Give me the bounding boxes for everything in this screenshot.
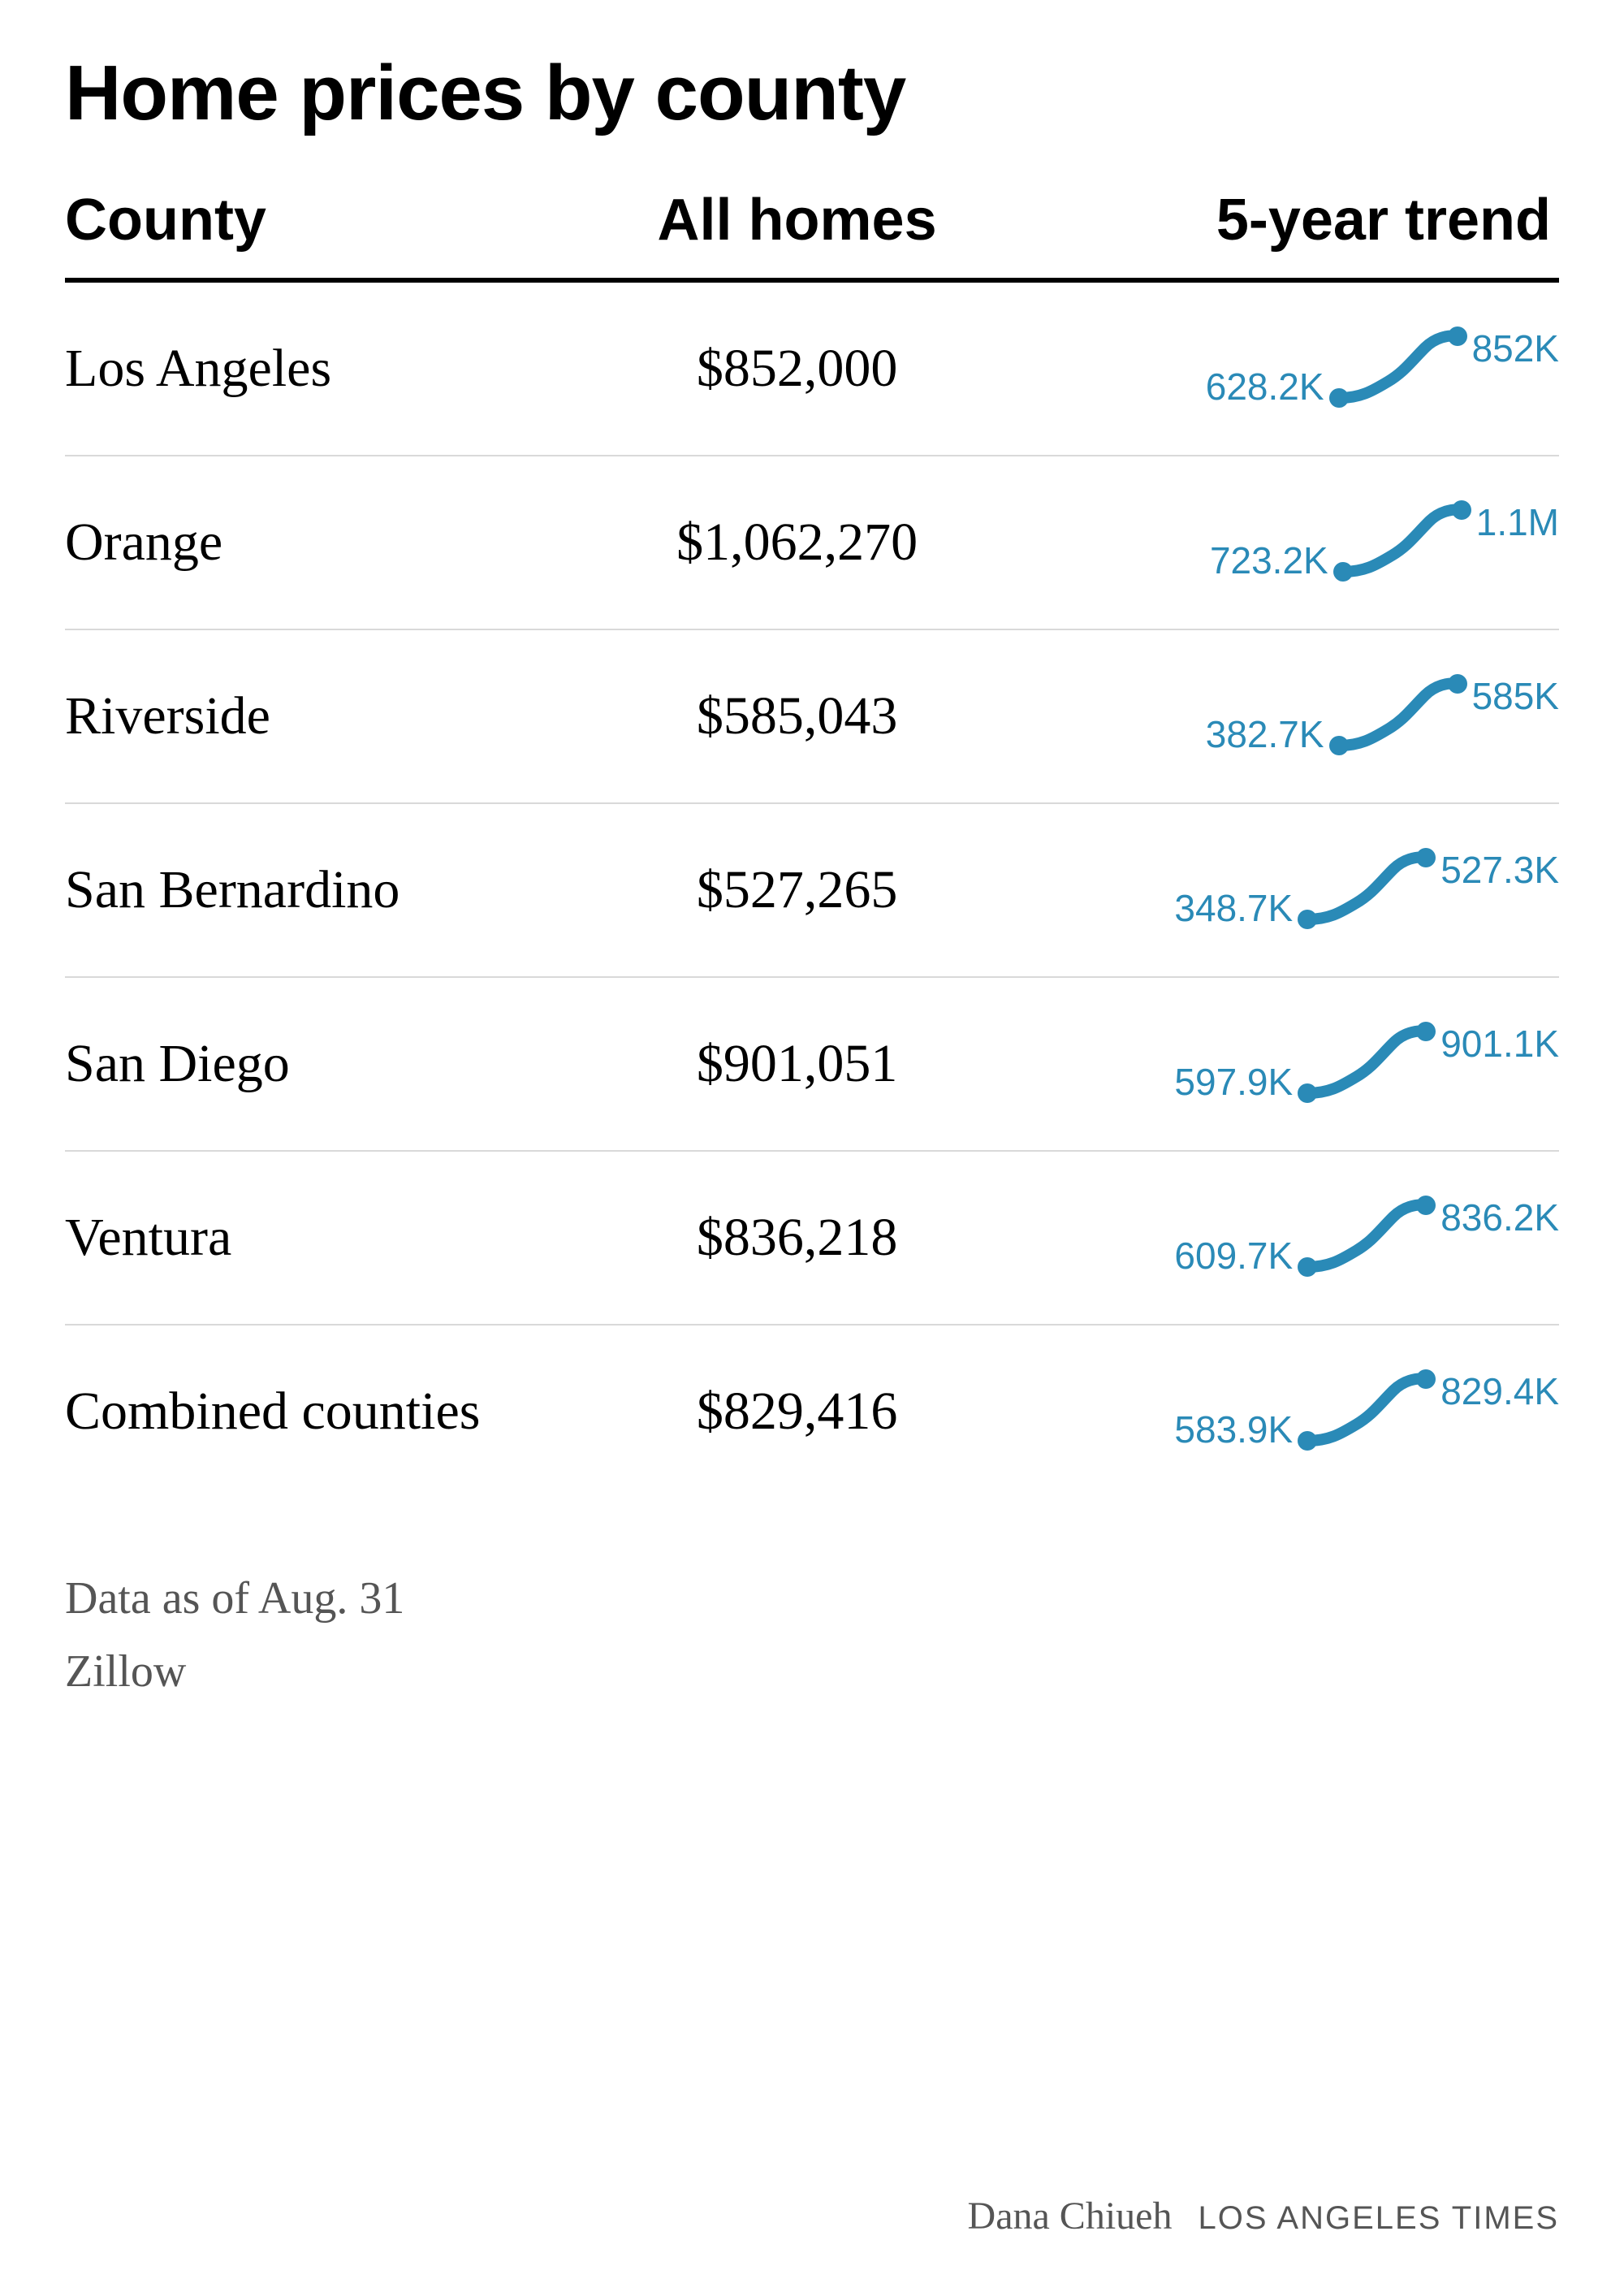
cell-trend: 609.7K 836.2K <box>1021 1151 1559 1325</box>
sparkline-end-label: 836.2K <box>1440 1192 1559 1240</box>
cell-county: Combined counties <box>65 1325 573 1498</box>
sparkline-icon <box>1298 1192 1436 1282</box>
cell-county: Orange <box>65 456 573 629</box>
sparkline-start-label: 609.7K <box>1174 1234 1293 1282</box>
sparkline-end-label: 852K <box>1472 323 1559 371</box>
sparkline-end-label: 901.1K <box>1440 1018 1559 1066</box>
sparkline-end-label: 527.3K <box>1440 845 1559 893</box>
chart-title: Home prices by county <box>65 49 1559 138</box>
sparkline-wrap: 609.7K 836.2K <box>1174 1192 1559 1282</box>
cell-trend: 597.9K 901.1K <box>1021 977 1559 1151</box>
table-row: Los Angeles$852,000 628.2K 852K <box>65 280 1559 456</box>
header-trend: 5-year trend <box>1021 187 1559 280</box>
sparkline-start-label: 382.7K <box>1206 712 1324 760</box>
sparkline-icon <box>1329 323 1467 413</box>
table-row: Riverside$585,043 382.7K 585K <box>65 629 1559 803</box>
sparkline-end-label: 1.1M <box>1476 497 1559 545</box>
cell-price: $829,416 <box>573 1325 1021 1498</box>
table-row: San Bernardino$527,265 348.7K 527.3K <box>65 803 1559 977</box>
cell-price: $1,062,270 <box>573 456 1021 629</box>
cell-price: $585,043 <box>573 629 1021 803</box>
sparkline-wrap: 382.7K 585K <box>1206 671 1559 760</box>
table-body: Los Angeles$852,000 628.2K 852K Orange$1,06… <box>65 280 1559 1498</box>
sparkline-end-label: 829.4K <box>1440 1366 1559 1414</box>
sparkline-start-label: 348.7K <box>1174 886 1293 934</box>
header-price: All homes <box>573 187 1021 280</box>
cell-county: San Diego <box>65 977 573 1151</box>
cell-trend: 723.2K 1.1M <box>1021 456 1559 629</box>
sparkline-wrap: 583.9K 829.4K <box>1174 1366 1559 1455</box>
credit-line: Dana Chiueh LOS ANGELES TIMES <box>968 2194 1559 2238</box>
sparkline-icon <box>1333 497 1471 586</box>
cell-trend: 348.7K 527.3K <box>1021 803 1559 977</box>
credit-author: Dana Chiueh <box>968 2195 1173 2238</box>
sparkline-wrap: 723.2K 1.1M <box>1210 497 1559 586</box>
sparkline-start-label: 583.9K <box>1174 1408 1293 1455</box>
sparkline-icon <box>1298 845 1436 934</box>
sparkline-icon <box>1298 1018 1436 1108</box>
sparkline-start-label: 723.2K <box>1210 538 1328 586</box>
table-row: Orange$1,062,270 723.2K 1.1M <box>65 456 1559 629</box>
cell-price: $527,265 <box>573 803 1021 977</box>
price-table: County All homes 5-year trend Los Angele… <box>65 187 1559 1498</box>
cell-county: Ventura <box>65 1151 573 1325</box>
cell-price: $836,218 <box>573 1151 1021 1325</box>
cell-county: Los Angeles <box>65 280 573 456</box>
chart-container: Home prices by county County All homes 5… <box>0 0 1624 2279</box>
table-row: San Diego$901,051 597.9K 901.1K <box>65 977 1559 1151</box>
credit-org: LOS ANGELES TIMES <box>1198 2200 1559 2236</box>
sparkline-start-label: 628.2K <box>1206 365 1324 413</box>
sparkline-wrap: 597.9K 901.1K <box>1174 1018 1559 1108</box>
cell-price: $852,000 <box>573 280 1021 456</box>
table-row: Combined counties$829,416 583.9K 829.4K <box>65 1325 1559 1498</box>
cell-county: San Bernardino <box>65 803 573 977</box>
header-county: County <box>65 187 573 280</box>
cell-trend: 628.2K 852K <box>1021 280 1559 456</box>
sparkline-icon <box>1298 1366 1436 1455</box>
cell-trend: 382.7K 585K <box>1021 629 1559 803</box>
table-header-row: County All homes 5-year trend <box>65 187 1559 280</box>
sparkline-start-label: 597.9K <box>1174 1060 1293 1108</box>
footer-date: Data as of Aug. 31 <box>65 1563 1559 1636</box>
sparkline-wrap: 628.2K 852K <box>1206 323 1559 413</box>
cell-price: $901,051 <box>573 977 1021 1151</box>
cell-county: Riverside <box>65 629 573 803</box>
sparkline-end-label: 585K <box>1472 671 1559 719</box>
cell-trend: 583.9K 829.4K <box>1021 1325 1559 1498</box>
sparkline-wrap: 348.7K 527.3K <box>1174 845 1559 934</box>
footer-notes: Data as of Aug. 31 Zillow <box>65 1563 1559 1708</box>
table-row: Ventura$836,218 609.7K 836.2K <box>65 1151 1559 1325</box>
footer-source: Zillow <box>65 1636 1559 1709</box>
sparkline-icon <box>1329 671 1467 760</box>
